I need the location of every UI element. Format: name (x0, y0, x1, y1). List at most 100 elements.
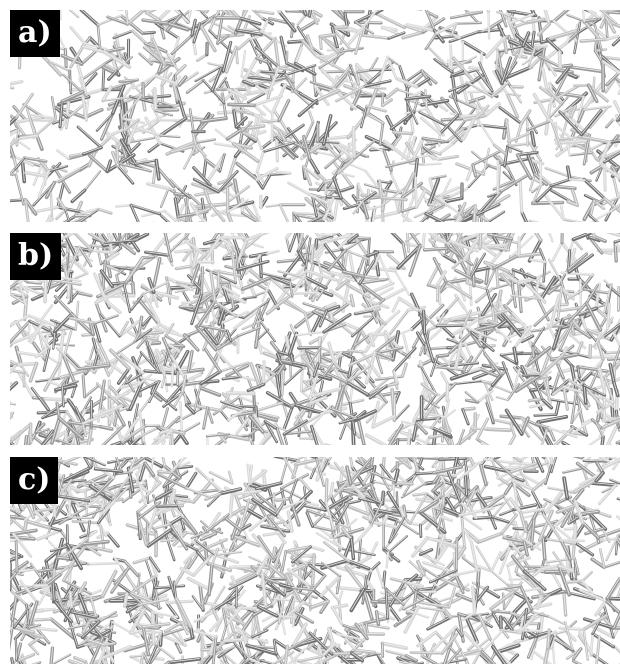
rod (547, 283, 561, 290)
rod (582, 17, 599, 24)
rod-highlight (567, 166, 571, 180)
rod-highlight (529, 239, 542, 261)
rod-highlight (44, 362, 60, 391)
rod-highlight (293, 212, 302, 222)
rod (361, 33, 391, 40)
rod (354, 151, 370, 158)
rod-highlight (481, 215, 491, 222)
rod-highlight (103, 51, 130, 68)
rod (506, 144, 523, 153)
rod-highlight (488, 10, 490, 39)
rod-highlight (289, 233, 297, 251)
rod-highlight (571, 365, 578, 392)
rod (193, 10, 208, 14)
rod-highlight (233, 110, 237, 127)
rod (218, 361, 250, 373)
rod-highlight (499, 106, 522, 124)
rod-highlight (51, 96, 57, 119)
rod (224, 264, 240, 272)
rod (552, 10, 570, 24)
rod-highlight (369, 333, 374, 346)
rod-highlight (112, 151, 119, 166)
rod-highlight (429, 238, 444, 255)
rod-highlight (89, 249, 113, 253)
rod-highlight (355, 151, 369, 157)
rod-highlight (258, 319, 276, 342)
rod (119, 379, 145, 390)
rod-highlight (323, 135, 352, 140)
rod-highlight (10, 128, 19, 136)
rod-highlight (578, 96, 584, 118)
rod-highlight (147, 182, 169, 189)
rod-highlight (189, 194, 203, 207)
rod-highlight (439, 114, 459, 134)
rod (244, 240, 264, 249)
rod (89, 243, 113, 250)
rod-highlight (242, 10, 245, 18)
rod-highlight (271, 341, 280, 353)
rod (172, 101, 186, 109)
rod-highlight (548, 283, 560, 289)
rod-highlight (183, 334, 199, 351)
rod (112, 29, 134, 40)
rod (579, 37, 609, 43)
rod-highlight (382, 26, 398, 34)
rod (506, 142, 531, 148)
rod-highlight (331, 27, 353, 51)
rod-highlight (446, 297, 458, 311)
rod-highlight (386, 158, 418, 167)
rod-highlight (115, 374, 132, 395)
rod-highlight (382, 92, 384, 106)
rod (265, 249, 280, 255)
rod-highlight (187, 10, 191, 22)
rod (82, 146, 103, 156)
rod-highlight (48, 165, 68, 172)
rod (363, 183, 388, 192)
rod-highlight (552, 241, 563, 261)
rod-highlight (415, 190, 426, 208)
rod-highlight (450, 187, 468, 197)
rod-highlight (222, 93, 227, 119)
rod (605, 34, 620, 41)
rod (246, 75, 273, 82)
rod-highlight (310, 81, 335, 89)
rod-highlight (227, 88, 247, 99)
rod-highlight (367, 204, 383, 210)
rod (237, 16, 262, 26)
rod (395, 77, 419, 89)
rod (486, 233, 514, 241)
rod-highlight (165, 334, 185, 347)
rod-highlight (10, 441, 15, 445)
rod-highlight (456, 215, 461, 222)
rod-highlight (436, 22, 457, 34)
rod-highlight (89, 154, 108, 172)
rod-highlight (25, 435, 28, 445)
rod-highlight (336, 233, 342, 237)
rod (60, 90, 85, 104)
rod (426, 442, 454, 445)
rod (498, 45, 525, 53)
rod-highlight (173, 84, 178, 99)
rod (146, 182, 171, 191)
rod-highlight (362, 79, 391, 87)
rod-highlight (517, 154, 532, 179)
rod-highlight (411, 136, 415, 149)
rod-highlight (541, 41, 568, 62)
rod-highlight (614, 100, 620, 113)
rod-highlight (191, 19, 196, 36)
rod-highlight (503, 271, 520, 284)
rod-highlight (522, 32, 529, 47)
rod (531, 200, 565, 206)
rod-highlight (333, 74, 347, 89)
rod-highlight (569, 151, 593, 156)
rod-highlight (343, 249, 348, 270)
rod-highlight (451, 70, 464, 76)
rod (566, 200, 579, 208)
rod-highlight (27, 431, 37, 445)
rod-highlight (64, 266, 70, 284)
rod-highlight (274, 110, 292, 138)
rod-highlight (451, 93, 463, 117)
rod-highlight (405, 107, 428, 114)
rod-highlight (597, 29, 608, 40)
rod-highlight (123, 118, 139, 131)
